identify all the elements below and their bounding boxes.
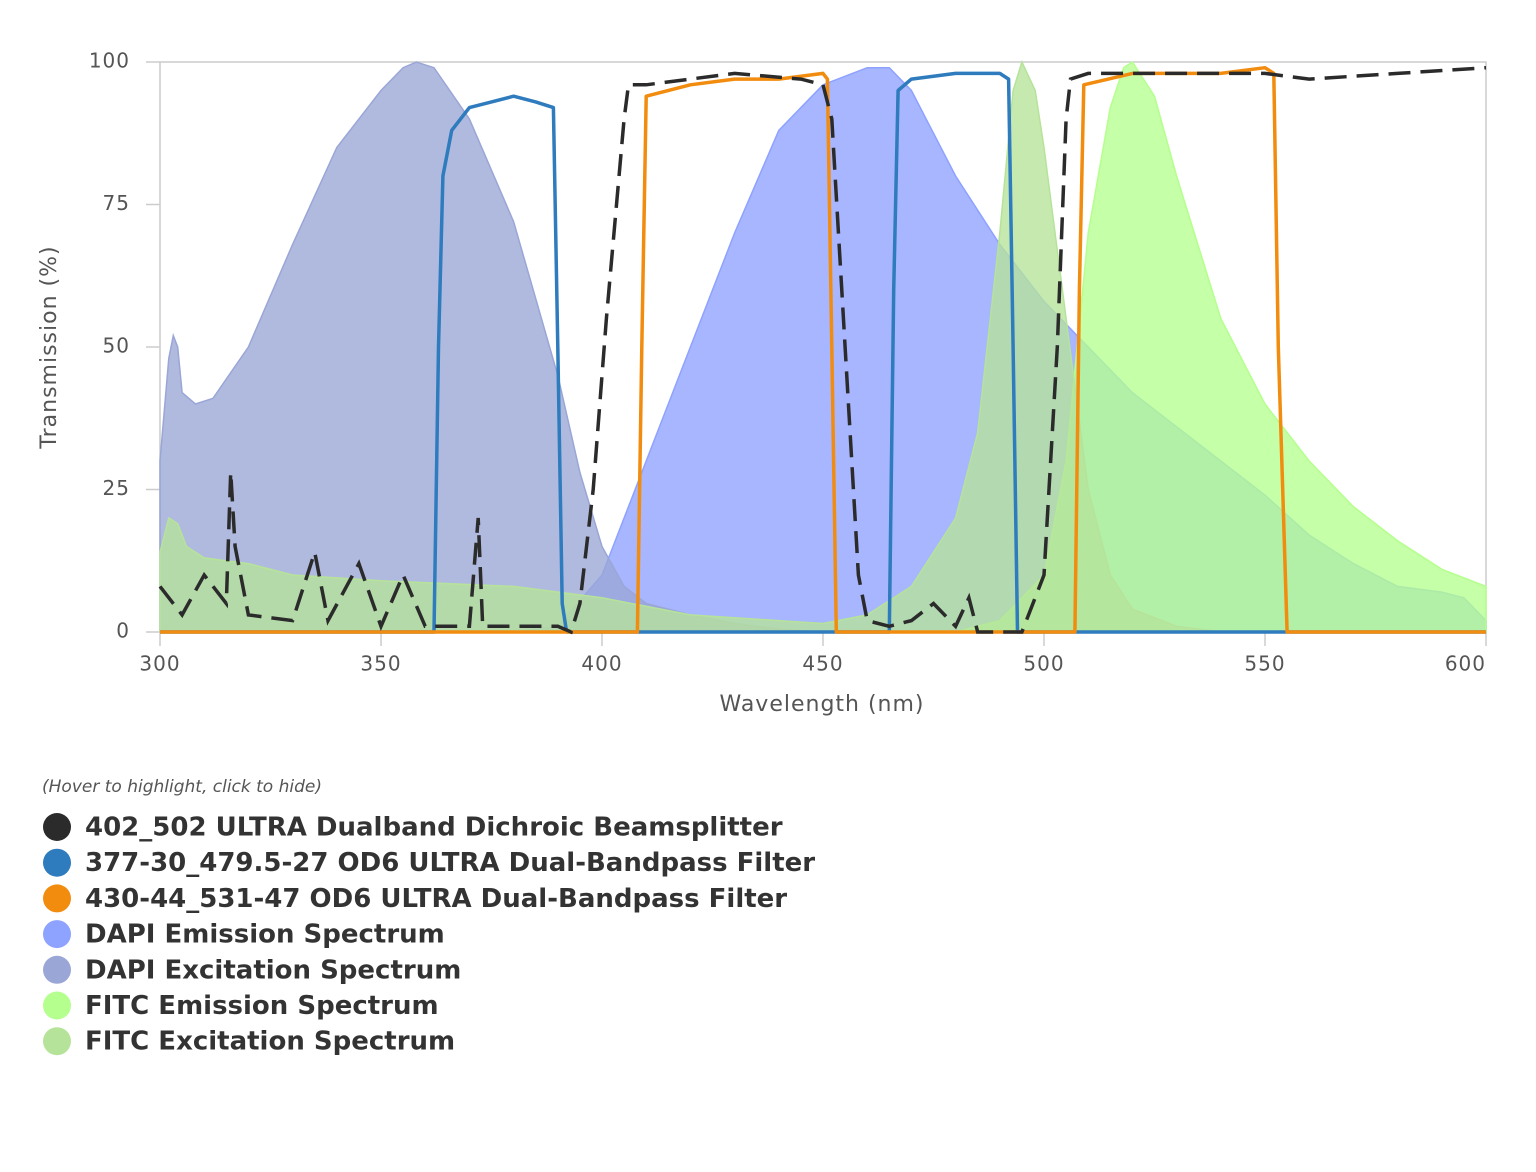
legend-item[interactable]: FITC Emission Spectrum: [43, 991, 439, 1021]
line: [160, 71, 1486, 634]
y-tick-label: 50: [103, 334, 130, 358]
legend-label: 377-30_479.5-27 OD6 ULTRA Dual-Bandpass …: [85, 848, 815, 878]
legend-marker: [43, 848, 71, 877]
y-tick-label: 0: [116, 619, 130, 643]
legend-item[interactable]: 402_502 ULTRA Dualband Dichroic Beamspli…: [43, 813, 783, 843]
legend-note: (Hover to highlight, click to hide): [42, 777, 322, 797]
legend-marker: [43, 955, 71, 984]
y-axis-title: Transmission (%): [37, 245, 62, 449]
legend-label: DAPI Emission Spectrum: [85, 920, 445, 950]
x-tick-label: 550: [1244, 652, 1285, 676]
legend-item[interactable]: FITC Excitation Spectrum: [43, 1027, 455, 1057]
y-tick-label: 25: [103, 476, 130, 500]
legend-item[interactable]: 377-30_479.5-27 OD6 ULTRA Dual-Bandpass …: [43, 848, 815, 878]
x-tick-label: 350: [360, 652, 401, 676]
x-tick-label: 500: [1023, 652, 1064, 676]
legend-marker: [43, 813, 71, 841]
legend-label: DAPI Excitation Spectrum: [85, 955, 461, 985]
x-tick-label: 400: [581, 652, 622, 676]
line: [160, 65, 1486, 634]
y-tick-label: 75: [103, 191, 130, 215]
x-tick-label: 450: [802, 652, 843, 676]
legend-marker: [43, 884, 71, 913]
x-tick-label: 600: [1445, 652, 1486, 676]
area: [159, 59, 1221, 633]
legend-label: 430-44_531-47 OD6 ULTRA Dual-Bandpass Fi…: [85, 884, 787, 914]
x-axis-title: Wavelength (nm): [719, 692, 924, 717]
y-tick-label: 100: [89, 49, 130, 73]
dashed-line: [158, 65, 1487, 635]
legend-item[interactable]: 430-44_531-47 OD6 ULTRA Dual-Bandpass Fi…: [43, 884, 787, 914]
legend-marker: [43, 920, 71, 949]
legend-item[interactable]: DAPI Emission Spectrum: [43, 920, 445, 950]
legend-marker: [43, 991, 71, 1020]
legend-item[interactable]: DAPI Excitation Spectrum: [43, 955, 461, 985]
legend-marker: [43, 1027, 71, 1056]
legend-label: FITC Emission Spectrum: [85, 991, 439, 1021]
legend-label: 402_502 ULTRA Dualband Dichroic Beamspli…: [85, 813, 783, 843]
legend-label: FITC Excitation Spectrum: [85, 1027, 455, 1057]
x-tick-label: 300: [139, 652, 180, 676]
